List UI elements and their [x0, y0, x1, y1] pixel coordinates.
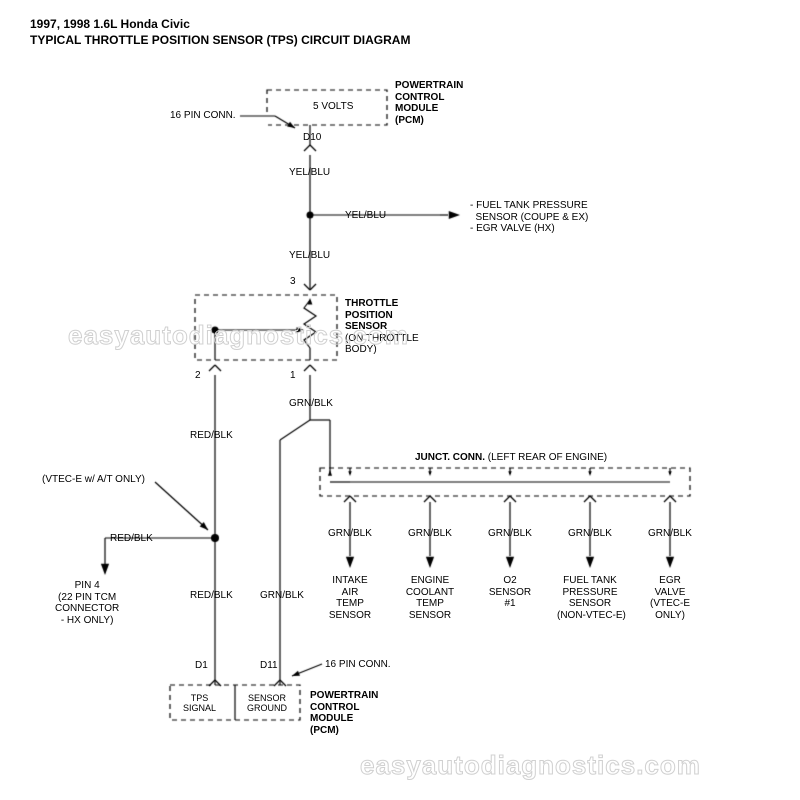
d11-label: D11	[260, 660, 278, 672]
yel-blu-2: YEL/BLU	[345, 210, 386, 222]
red-blk-2: RED/BLK	[110, 533, 153, 545]
pin16-top: 16 PIN CONN.	[170, 110, 236, 122]
pin1: 1	[290, 370, 296, 382]
five-volts-label: 5 VOLTS	[313, 101, 353, 113]
vtec-note: (VTEC-E w/ A/T ONLY)	[42, 474, 145, 486]
junct-wire-3: GRN/BLK	[568, 528, 612, 540]
red-blk-1: RED/BLK	[190, 430, 233, 442]
junct-wire-1: GRN/BLK	[408, 528, 452, 540]
sensor-ground: SENSOR GROUND	[247, 693, 287, 714]
tps-signal: TPS SIGNAL	[183, 693, 216, 714]
junct-conn-label: JUNCT. CONN. (LEFT REAR OF ENGINE)	[415, 452, 607, 464]
junct-label-0: INTAKE AIR TEMP SENSOR	[317, 575, 383, 621]
pin2: 2	[195, 370, 201, 382]
junct-label-3: FUEL TANK PRESSURE SENSOR (NON-VTEC-E)	[557, 575, 623, 621]
red-blk-3: RED/BLK	[190, 590, 233, 602]
tps-label: THROTTLE POSITION SENSOR (ON THROTTLE BO…	[345, 298, 419, 356]
d1-label: D1	[195, 660, 208, 672]
yel-blu-1: YEL/BLU	[289, 167, 330, 179]
grn-blk-2: GRN/BLK	[260, 590, 304, 602]
pcm-top-label: POWERTRAIN CONTROL MODULE (PCM)	[395, 80, 463, 126]
junct-label-2: O2 SENSOR #1	[477, 575, 543, 610]
pin4-note: PIN 4 (22 PIN TCM CONNECTOR - HX ONLY)	[55, 580, 119, 626]
pin16-bottom: 16 PIN CONN.	[325, 659, 391, 671]
pcm-bottom-label: POWERTRAIN CONTROL MODULE (PCM)	[310, 690, 378, 736]
junct-label-4: EGR VALVE (VTEC-E ONLY)	[637, 575, 703, 621]
title-vehicle: 1997, 1998 1.6L Honda Civic	[30, 18, 190, 32]
title-diagram: TYPICAL THROTTLE POSITION SENSOR (TPS) C…	[30, 34, 410, 48]
junct-wire-2: GRN/BLK	[488, 528, 532, 540]
junct-wire-0: GRN/BLK	[328, 528, 372, 540]
d10-label: D10	[303, 132, 321, 144]
branch-right-label: - FUEL TANK PRESSURE SENSOR (COUPE & EX)…	[470, 200, 588, 235]
yel-blu-3: YEL/BLU	[289, 250, 330, 262]
grn-blk-1: GRN/BLK	[289, 398, 333, 410]
pin3: 3	[290, 276, 296, 288]
junct-label-1: ENGINE COOLANT TEMP SENSOR	[397, 575, 463, 621]
junct-wire-4: GRN/BLK	[648, 528, 692, 540]
